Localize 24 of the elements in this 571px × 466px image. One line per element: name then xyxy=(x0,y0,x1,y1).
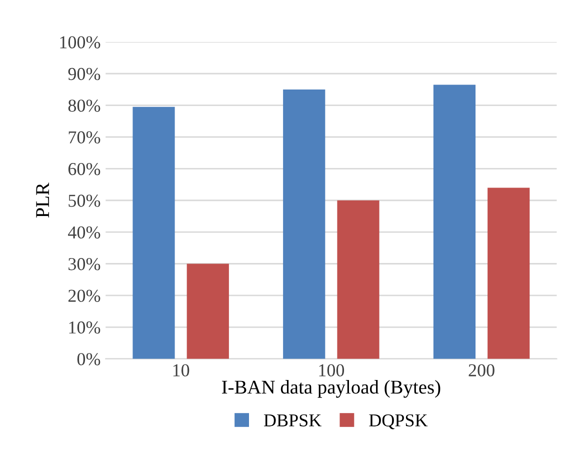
y-tick-label: 30% xyxy=(68,258,100,270)
bar xyxy=(283,89,326,359)
legend-label: DQPSK xyxy=(369,414,428,430)
bar xyxy=(488,188,530,359)
bar xyxy=(132,106,175,359)
y-tick-label: 10% xyxy=(69,321,100,334)
y-tick-label: 0% xyxy=(77,353,100,366)
y-tick-label: 70% xyxy=(68,131,100,144)
x-axis-title: I-BAN data payload (Bytes) xyxy=(222,380,440,398)
x-tick-label: 100 xyxy=(319,364,344,376)
y-tick-label: 60% xyxy=(68,162,100,176)
y-tick-label: 20% xyxy=(68,290,100,302)
y-tick-label: 50% xyxy=(68,194,100,207)
y-tick-label: 40% xyxy=(68,226,100,239)
bar xyxy=(337,200,380,359)
bar xyxy=(433,84,476,359)
x-tick-label: 10 xyxy=(173,364,190,376)
x-tick-label: 200 xyxy=(468,364,494,376)
bar xyxy=(186,264,229,359)
legend-label: DBPSK xyxy=(264,414,322,426)
y-tick-label: 90% xyxy=(68,68,100,80)
y-tick-label: 80% xyxy=(68,100,100,112)
y-axis-title: PLR xyxy=(36,182,49,218)
y-tick-label: 100% xyxy=(60,36,100,48)
